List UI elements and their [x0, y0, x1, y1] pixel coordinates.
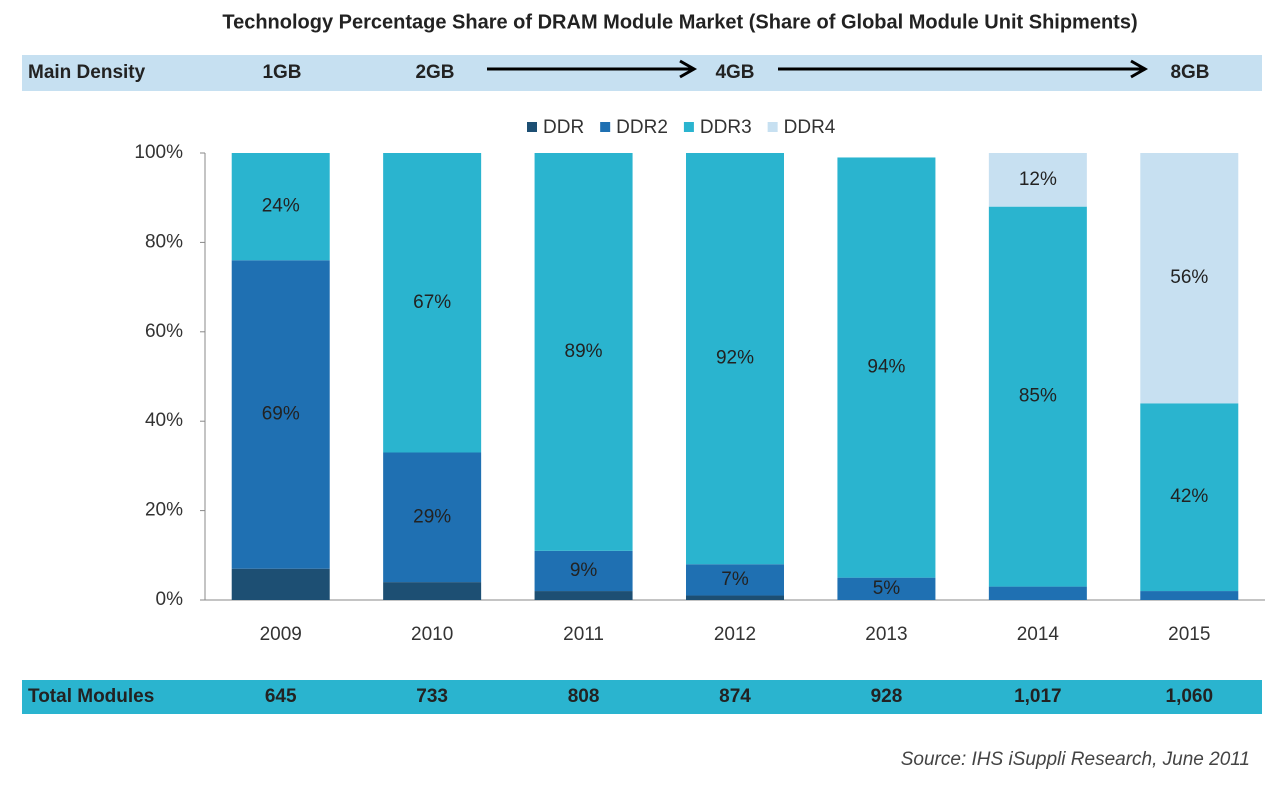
bar-segment: [988, 206, 1087, 587]
x-tick-label: 2009: [260, 624, 302, 645]
x-tick-label: 2010: [411, 624, 453, 645]
data-label: 42%: [1170, 486, 1208, 507]
bar-segment: [837, 157, 936, 578]
data-label: 92%: [716, 348, 754, 369]
bar-segment: [534, 153, 633, 551]
bar-segment: [534, 591, 633, 600]
data-label: 7%: [721, 569, 749, 590]
density-item: 4GB: [715, 62, 754, 83]
density-item: 1GB: [262, 62, 301, 83]
x-tick-label: 2013: [865, 624, 907, 645]
legend-label: DDR2: [616, 117, 668, 138]
data-label: 89%: [565, 341, 603, 362]
bar-segment: [534, 550, 633, 592]
density-item: 8GB: [1170, 62, 1209, 83]
legend-label: DDR4: [784, 117, 836, 138]
bar-segment: [383, 452, 482, 583]
total-label: Total Modules: [28, 686, 154, 707]
bar-segment: [686, 564, 784, 596]
total-value: 645: [265, 686, 297, 707]
density-item: 2GB: [415, 62, 454, 83]
y-tick-label: 100%: [134, 142, 183, 163]
x-tick-label: 2012: [714, 624, 756, 645]
bar-segment: [988, 586, 1087, 600]
bar-segment: [686, 153, 784, 565]
bar-segment: [231, 153, 330, 261]
legend-swatch: [600, 122, 611, 132]
bar-segment: [1140, 591, 1239, 600]
density-band: [22, 55, 1262, 91]
total-band: [22, 680, 1262, 714]
x-tick-label: 2011: [563, 624, 604, 645]
bar-segment: [231, 260, 330, 569]
y-tick-label: 20%: [145, 500, 183, 521]
legend-swatch: [767, 122, 778, 132]
y-tick-label: 80%: [145, 231, 183, 252]
bar-segment: [686, 595, 784, 600]
total-value: 808: [568, 686, 600, 707]
chart-title: Technology Percentage Share of DRAM Modu…: [222, 11, 1137, 33]
data-label: 29%: [413, 506, 451, 527]
data-label: 69%: [262, 404, 300, 425]
bar-segment: [1140, 403, 1239, 592]
bar-segment: [383, 153, 482, 453]
bar-segment: [383, 582, 482, 600]
bar-segment: [837, 577, 936, 600]
total-value: 928: [871, 686, 903, 707]
data-label: 94%: [867, 357, 905, 378]
total-value: 733: [416, 686, 448, 707]
legend-label: DDR: [543, 117, 584, 138]
data-label: 24%: [262, 196, 300, 217]
density-arrows: [487, 59, 1149, 79]
total-value: 1,060: [1166, 686, 1214, 707]
legend-swatch: [527, 122, 537, 132]
data-label: 9%: [570, 560, 598, 581]
total-value: 1,017: [1014, 686, 1062, 707]
y-tick-label: 0%: [156, 589, 184, 610]
data-label: 12%: [1019, 169, 1057, 190]
legend-swatch: [683, 122, 694, 132]
x-tick-label: 2014: [1017, 624, 1060, 645]
total-value: 874: [719, 686, 751, 707]
density-label: Main Density: [28, 62, 146, 83]
bar-segment: [1140, 153, 1239, 404]
data-label: 56%: [1170, 267, 1208, 288]
bar-segment: [988, 153, 1087, 207]
data-label: 85%: [1019, 386, 1057, 407]
data-label: 67%: [413, 292, 451, 313]
bar-segment: [231, 568, 330, 600]
y-tick-label: 40%: [145, 410, 183, 431]
x-tick-label: 2015: [1168, 624, 1210, 645]
y-tick-label: 60%: [145, 321, 183, 342]
data-label: 5%: [873, 578, 901, 599]
source: Source: IHS iSuppli Research, June 2011: [901, 749, 1250, 770]
legend-label: DDR3: [700, 117, 752, 138]
